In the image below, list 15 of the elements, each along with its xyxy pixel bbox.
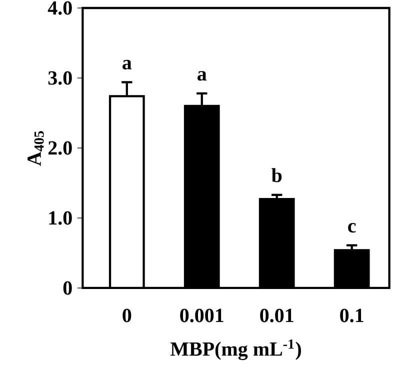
annotation: a — [198, 71, 207, 81]
y-tick-label: 0 — [63, 281, 72, 295]
y-tick-label: 1.0 — [49, 211, 72, 225]
x-tick-label: 0.001 — [180, 308, 224, 322]
y-tick-label: 2.0 — [48, 141, 72, 155]
annotation: a — [122, 60, 132, 70]
annotation: b — [272, 168, 282, 182]
y-tick-label: 3.0 — [48, 71, 72, 85]
y-tick-label: 4.0 — [48, 1, 72, 15]
x-tick-label: 0.01 — [260, 308, 294, 322]
x-axis-title: MBP(mg mL$^{-1}$) — [170, 340, 301, 360]
x-tick-label: 0 — [122, 308, 132, 322]
annotation: c — [348, 223, 356, 233]
y-axis-title: A$_{405}$ — [28, 131, 44, 166]
x-tick-label: 0.1 — [340, 308, 364, 322]
